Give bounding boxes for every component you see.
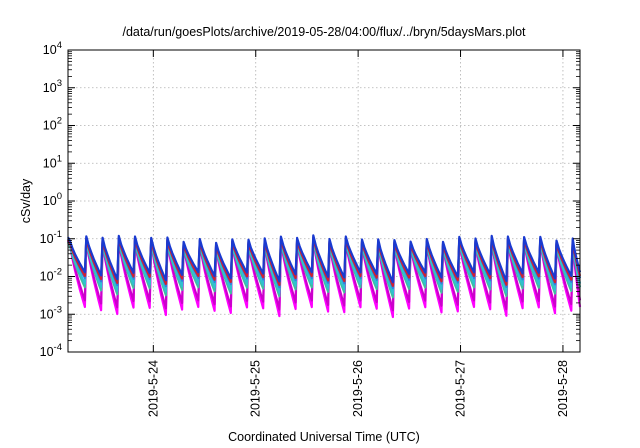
y-axis: 10-4 10-3 10-2 10-1 100 101 102 103 104 xyxy=(40,40,580,359)
x-tick-label: 2019-5-26 xyxy=(351,360,365,417)
y-tick-label: 10-3 xyxy=(40,304,62,321)
y-tick-label: 104 xyxy=(43,40,62,57)
x-axis-label: Coordinated Universal Time (UTC) xyxy=(228,430,420,444)
x-axis: 2019-5-24 2019-5-25 2019-5-26 2019-5-27 2019… xyxy=(146,50,570,417)
y-axis-label: cSv/day xyxy=(19,178,33,223)
y-tick-label: 103 xyxy=(43,78,62,95)
x-tick-label: 2019-5-24 xyxy=(146,360,160,417)
y-tick-label: 10-4 xyxy=(40,342,62,359)
y-tick-label: 10-1 xyxy=(40,229,62,246)
x-tick-label: 2019-5-28 xyxy=(556,360,570,417)
y-tick-label: 10-2 xyxy=(40,267,62,284)
chart-title: /data/run/goesPlots/archive/2019-05-28/0… xyxy=(122,25,526,39)
x-tick-label: 2019-5-27 xyxy=(454,360,468,417)
y-tick-label: 102 xyxy=(43,116,62,133)
y-tick-label: 101 xyxy=(43,153,62,170)
series-line xyxy=(67,234,582,284)
x-tick-label: 2019-5-25 xyxy=(249,360,263,417)
series-group xyxy=(67,234,582,319)
y-tick-label: 100 xyxy=(43,191,62,208)
